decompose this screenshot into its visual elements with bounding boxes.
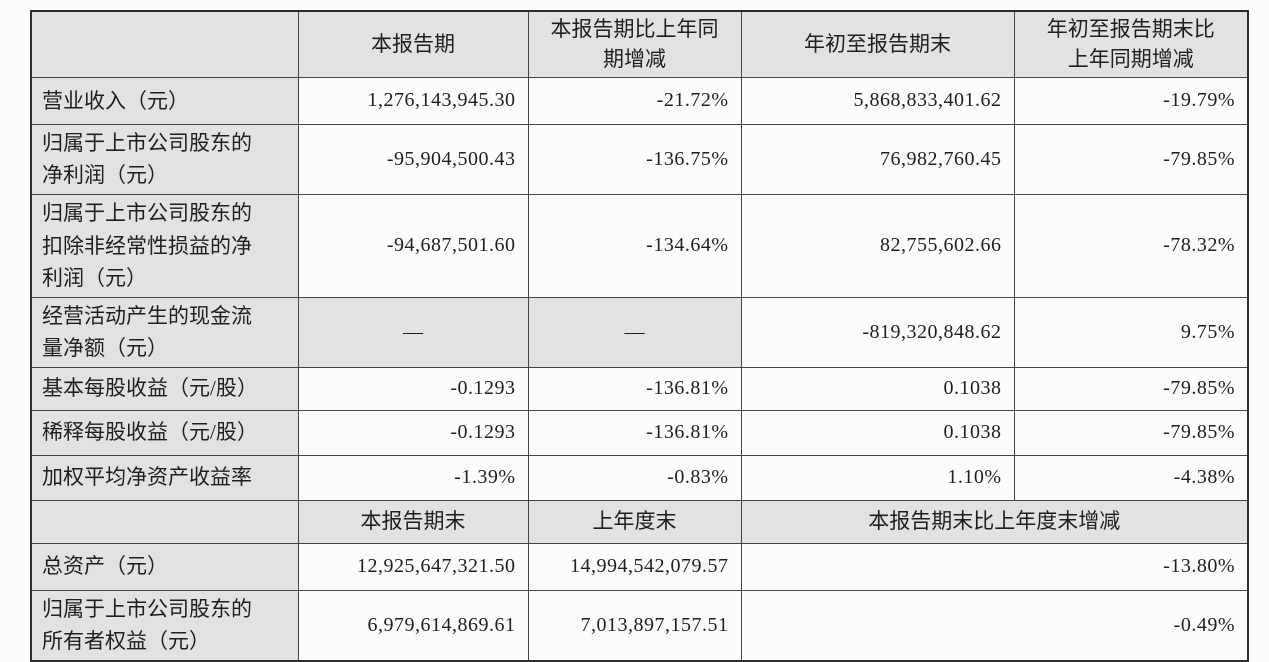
header-current-period: 本报告期 [297, 10, 529, 78]
financial-summary-table: 本报告期 本报告期比上年同 期增减 年初至报告期末 年初至报告期末比 上年同期增… [30, 10, 1249, 662]
table-row: 总资产（元） 12,925,647,321.50 14,994,542,079.… [30, 542, 1249, 591]
cell-value: -136.75% [527, 123, 742, 195]
cell-value: 9.75% [1013, 296, 1249, 368]
table-row: 稀释每股收益（元/股） -0.1293 -136.81% 0.1038 -79.… [30, 409, 1249, 456]
cell-value: 82,755,602.66 [740, 193, 1015, 298]
header-period-end-change: 本报告期末比上年度末增减 [740, 499, 1249, 544]
cell-value: -1.39% [297, 454, 529, 501]
cell-value: 6,979,614,869.61 [297, 589, 529, 662]
row-label: 基本每股收益（元/股） [30, 366, 299, 411]
header-end-of-period: 本报告期末 [297, 499, 529, 544]
row-label: 加权平均净资产收益率 [30, 454, 299, 501]
cell-value: -79.85% [1013, 409, 1249, 456]
cell-value: 1,276,143,945.30 [297, 76, 529, 125]
cell-value: 12,925,647,321.50 [297, 542, 529, 591]
row-label: 总资产（元） [30, 542, 299, 591]
cell-value: -78.32% [1013, 193, 1249, 298]
cell-value: -0.49% [740, 589, 1249, 662]
cell-value: -19.79% [1013, 76, 1249, 125]
row-label: 归属于上市公司股东的 所有者权益（元） [30, 589, 299, 662]
header-period-yoy-change: 本报告期比上年同 期增减 [527, 10, 742, 78]
row-label: 归属于上市公司股东的 净利润（元） [30, 123, 299, 195]
cell-value: 76,982,760.45 [740, 123, 1015, 195]
header-corner-cell [30, 499, 299, 544]
cell-value: -134.64% [527, 193, 742, 298]
table-row: 归属于上市公司股东的 扣除非经常性损益的净 利润（元） -94,687,501.… [30, 193, 1249, 298]
row-label: 营业收入（元） [30, 76, 299, 125]
cell-value: -13.80% [740, 542, 1249, 591]
header-end-of-last-year: 上年度末 [527, 499, 742, 544]
cell-value: -21.72% [527, 76, 742, 125]
cell-value: -79.85% [1013, 123, 1249, 195]
header-ytd-yoy-change: 年初至报告期末比 上年同期增减 [1013, 10, 1249, 78]
row-label: 归属于上市公司股东的 扣除非经常性损益的净 利润（元） [30, 193, 299, 298]
header-row-period: 本报告期 本报告期比上年同 期增减 年初至报告期末 年初至报告期末比 上年同期增… [30, 10, 1249, 78]
cell-value: 7,013,897,157.51 [527, 589, 742, 662]
cell-value: 0.1038 [740, 366, 1015, 411]
table-row: 营业收入（元） 1,276,143,945.30 -21.72% 5,868,8… [30, 76, 1249, 125]
table-row: 归属于上市公司股东的 所有者权益（元） 6,979,614,869.61 7,0… [30, 589, 1249, 662]
cell-value: -0.1293 [297, 366, 529, 411]
table-row: 归属于上市公司股东的 净利润（元） -95,904,500.43 -136.75… [30, 123, 1249, 195]
header-row-period-end: 本报告期末 上年度末 本报告期末比上年度末增减 [30, 499, 1249, 544]
cell-value: 5,868,833,401.62 [740, 76, 1015, 125]
cell-value: -4.38% [1013, 454, 1249, 501]
cell-dash: — [527, 296, 742, 368]
table-row: 基本每股收益（元/股） -0.1293 -136.81% 0.1038 -79.… [30, 366, 1249, 411]
row-label: 经营活动产生的现金流 量净额（元） [30, 296, 299, 368]
cell-value: -0.1293 [297, 409, 529, 456]
cell-dash: — [297, 296, 529, 368]
cell-value: 0.1038 [740, 409, 1015, 456]
table-row: 加权平均净资产收益率 -1.39% -0.83% 1.10% -4.38% [30, 454, 1249, 501]
header-ytd: 年初至报告期末 [740, 10, 1015, 78]
cell-value: -95,904,500.43 [297, 123, 529, 195]
cell-value: 1.10% [740, 454, 1015, 501]
cell-value: -819,320,848.62 [740, 296, 1015, 368]
cell-value: 14,994,542,079.57 [527, 542, 742, 591]
cell-value: -94,687,501.60 [297, 193, 529, 298]
cell-value: -136.81% [527, 409, 742, 456]
header-corner-cell [30, 10, 299, 78]
cell-value: -79.85% [1013, 366, 1249, 411]
row-label: 稀释每股收益（元/股） [30, 409, 299, 456]
table-row: 经营活动产生的现金流 量净额（元） — — -819,320,848.62 9.… [30, 296, 1249, 368]
cell-value: -136.81% [527, 366, 742, 411]
cell-value: -0.83% [527, 454, 742, 501]
